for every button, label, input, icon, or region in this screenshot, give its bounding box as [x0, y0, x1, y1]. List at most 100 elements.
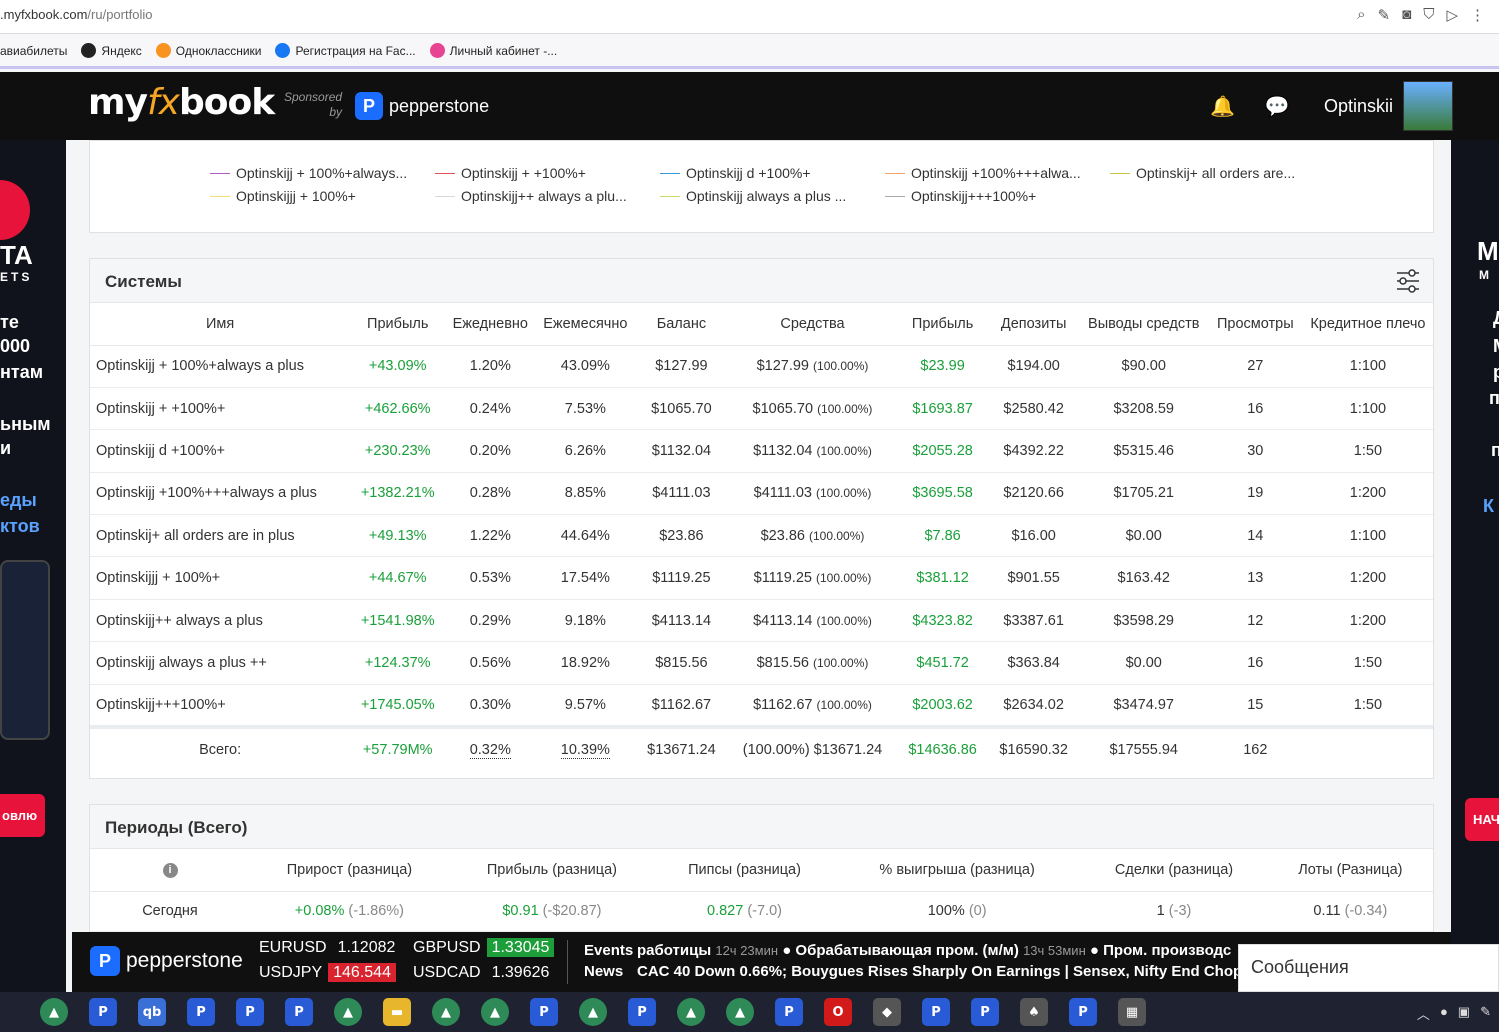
ad-button[interactable]: овлю [0, 794, 46, 837]
legend-entry[interactable]: Optinskij+ all orders are... [1110, 165, 1295, 181]
myfxbook-logo[interactable]: myfxbook [88, 82, 275, 123]
news-scroll[interactable]: CAC 40 Down 0.66%; Bouygues Rises Sharpl… [637, 963, 1291, 980]
p-icon[interactable]: P [971, 998, 999, 1026]
column-header[interactable]: Депозиты [987, 303, 1080, 346]
legend-entry[interactable]: Optinskijj d +100%+ [660, 165, 811, 181]
column-header[interactable]: Кредитное плечо [1302, 303, 1433, 346]
send-icon[interactable]: ▷ [1446, 7, 1458, 24]
legend-entry[interactable]: Optinskijj always a plus ... [660, 188, 846, 204]
info-icon[interactable]: i [90, 849, 250, 892]
p-icon[interactable]: P [530, 998, 558, 1026]
quote-item[interactable]: USDCAD 1.39626 [413, 964, 554, 982]
cell-equity: $1065.70 (100.00%) [727, 387, 898, 431]
p-icon[interactable]: P [236, 998, 264, 1026]
messages-panel[interactable]: Сообщения [1238, 944, 1499, 992]
more-icon[interactable]: ⋮ [1470, 7, 1485, 24]
chat-icon[interactable]: 💬 [1264, 96, 1290, 118]
column-header[interactable]: Имя [90, 303, 351, 346]
column-header[interactable]: Средства [727, 303, 898, 346]
legend-entry[interactable]: Optinskijj+++100%+ [885, 188, 1036, 204]
mt-icon[interactable]: ▲ [334, 998, 362, 1026]
system-name-link[interactable]: Optinskijj +100%+++always a plus [90, 472, 351, 516]
calculator-icon[interactable]: ▦ [1118, 998, 1146, 1026]
column-header[interactable]: Пипсы (разница) [655, 849, 834, 892]
column-header[interactable]: Просмотры [1207, 303, 1303, 346]
avatar[interactable] [1403, 81, 1453, 131]
chevron-up-icon[interactable]: ︿ [1416, 1007, 1430, 1022]
mt-icon[interactable]: ▲ [677, 998, 705, 1026]
mt-icon[interactable]: ▲ [40, 998, 68, 1026]
system-name-link[interactable]: Optinskijj + 100%+always a plus [90, 345, 351, 388]
legend-entry[interactable]: Optinskijj + +100%+ [435, 165, 586, 181]
bookmark-item[interactable]: Одноклассники [155, 43, 261, 58]
mt-icon[interactable]: ▲ [481, 998, 509, 1026]
bookmark-item[interactable]: Личный кабинет -... [429, 43, 557, 58]
system-name-link[interactable]: Optinskijj+++100%+ [90, 684, 351, 728]
right-ad-banner[interactable]: M M Д М р пс п К НАЧ [1451, 140, 1499, 992]
system-name-link[interactable]: Optinskij+ all orders are in plus [90, 514, 351, 558]
p-icon[interactable]: P [89, 998, 117, 1026]
legend-entry[interactable]: Optinskijj + 100%+always... [210, 165, 407, 181]
p-icon[interactable]: P [187, 998, 215, 1026]
mt-icon[interactable]: ▲ [726, 998, 754, 1026]
column-header[interactable]: Лоты (Разница) [1267, 849, 1433, 892]
events-scroll[interactable]: работицы 12ч 23мин ● Обрабатывающая пром… [637, 942, 1337, 959]
system-name-link[interactable]: Optinskijj++ always a plus [90, 599, 351, 643]
camera-icon[interactable]: ◙ [1402, 6, 1412, 23]
legend-entry[interactable]: Optinskijj +100%+++alwa... [885, 165, 1081, 181]
column-header[interactable]: Прирост (разница) [250, 849, 449, 892]
tray-app-icon[interactable]: ▣ [1457, 1004, 1471, 1019]
periods-title: Периоды (Всего) [105, 818, 248, 837]
column-header[interactable]: Выводы средств [1079, 303, 1208, 346]
mt-icon[interactable]: ▲ [432, 998, 460, 1026]
quote-item[interactable]: USDJPY 146.544 [259, 963, 396, 982]
column-header[interactable]: Прибыль [350, 303, 446, 346]
browser-address-bar[interactable]: .myfxbook.com/ru/portfolio ⌕ ✎ ◙ ⛉ ▷ ⋮ [0, 0, 1499, 34]
p-icon[interactable]: P [922, 998, 950, 1026]
column-header[interactable]: Сделки (разница) [1080, 849, 1268, 892]
ad-button[interactable]: НАЧ [1465, 798, 1499, 841]
chart-legend: Optinskijj + 100%+always... Optinskijj + … [89, 140, 1434, 233]
column-header[interactable]: Баланс [635, 303, 728, 346]
period-diff: (-3) [1168, 903, 1192, 919]
opera-icon[interactable]: O [824, 998, 852, 1026]
column-header[interactable]: Прибыль (разница) [448, 849, 656, 892]
left-ad-banner[interactable]: TA ETS те 000 нтам ьным и еды ктов овлю [0, 140, 66, 992]
p-icon[interactable]: P [285, 998, 313, 1026]
username[interactable]: Optinskii [1324, 96, 1394, 116]
quote-item[interactable]: EURUSD 1.12082 [259, 939, 400, 957]
column-header[interactable]: % выигрыша (разница) [833, 849, 1081, 892]
bookmark-item[interactable]: Регистрация на Fac... [275, 43, 416, 58]
filter-settings-icon[interactable] [1395, 268, 1421, 294]
system-name-link[interactable]: Optinskijj d +100%+ [90, 429, 351, 473]
legend-entry[interactable]: Optinskijj++ always a plu... [435, 188, 627, 204]
system-name-link[interactable]: Optinskijj + +100%+ [90, 387, 351, 431]
shield-icon[interactable]: ⛉ [1423, 6, 1435, 23]
tray-app-icon[interactable]: ● [1439, 1004, 1448, 1019]
bookmark-item[interactable]: Яндекс [81, 43, 142, 58]
drop-icon[interactable]: ◆ [873, 998, 901, 1026]
url-text[interactable]: .myfxbook.com/ru/portfolio [0, 7, 152, 22]
p-icon[interactable]: P [775, 998, 803, 1026]
p-icon[interactable]: P [1069, 998, 1097, 1026]
qb-icon[interactable]: qb [138, 998, 166, 1026]
column-header[interactable]: Ежедневно [445, 303, 536, 346]
mt-icon[interactable]: ▲ [579, 998, 607, 1026]
system-name-link[interactable]: Optinskijjj + 100%+ [90, 556, 351, 600]
cards-icon[interactable]: ♠ [1020, 998, 1048, 1026]
bookmark-item[interactable]: авиабилеты [0, 44, 67, 58]
p-icon[interactable]: P [628, 998, 656, 1026]
folder-icon[interactable]: ▬ [383, 998, 411, 1026]
zoom-icon[interactable]: ⌕ [1357, 6, 1366, 23]
column-header[interactable]: Прибыль [897, 303, 988, 346]
system-name-link[interactable]: Optinskijj always a plus ++ [90, 641, 351, 685]
bell-icon[interactable]: 🔔 [1210, 96, 1235, 118]
edit-icon[interactable]: ✎ [1377, 7, 1391, 24]
legend-entry[interactable]: Optinskijjj + 100%+ [210, 188, 356, 204]
pen-icon[interactable]: ✎ [1480, 1004, 1491, 1019]
column-header[interactable]: Ежемесячно [535, 303, 636, 346]
quote-item[interactable]: GBPUSD 1.33045 [413, 938, 555, 957]
